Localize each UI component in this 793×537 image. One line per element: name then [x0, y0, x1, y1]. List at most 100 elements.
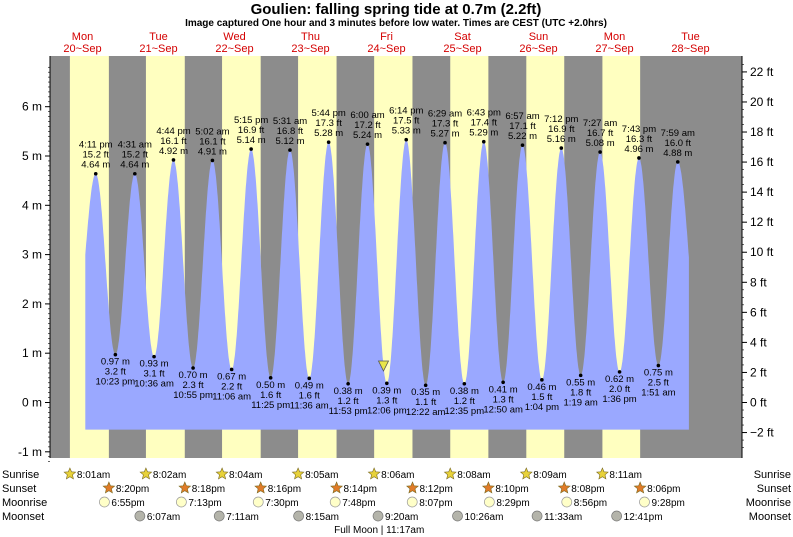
sunrise-time: 8:04am	[229, 470, 262, 481]
day-date-label: 23~Sep	[291, 43, 329, 55]
right-tick-label: 22 ft	[750, 65, 774, 79]
high-tide-meters: 5.27 m	[430, 129, 459, 140]
sunrise-icon	[367, 467, 381, 480]
low-tide-time: 12:35 pm	[445, 406, 485, 417]
moonrise-icon	[561, 496, 573, 508]
high-tide-time: 4:31 am	[118, 140, 152, 151]
sunrise-time: 8:08am	[457, 470, 490, 481]
high-tide-dot	[365, 142, 370, 146]
high-tide-dot	[443, 140, 447, 145]
high-tide-feet: 16.9 ft	[238, 125, 265, 136]
high-tide-feet: 15.2 ft	[83, 150, 110, 161]
low-tide-dot	[346, 381, 350, 386]
low-tide-dot	[423, 383, 428, 388]
high-tide-feet: 17.3 ft	[432, 119, 459, 130]
high-tide-feet: 17.4 ft	[471, 118, 498, 129]
moonset-icon	[134, 510, 146, 522]
moonrise-time: 6:55pm	[111, 498, 144, 509]
high-tide-meters: 4.64 m	[81, 160, 110, 171]
low-tide-time: 10:55 pm	[173, 390, 213, 401]
moonset-icon	[213, 510, 225, 522]
low-tide-meters: 0.38 m	[334, 386, 363, 397]
moonrise-icon	[406, 496, 418, 508]
sunrise-icon	[519, 467, 533, 480]
low-tide-dot	[307, 376, 312, 381]
high-tide-feet: 16.0 ft	[665, 138, 692, 149]
row-label-right: Sunrise	[754, 469, 791, 481]
sunrise-time: 8:02am	[153, 470, 186, 481]
high-tide-meters: 5.12 m	[275, 136, 304, 147]
low-tide-feet: 3.1 ft	[144, 369, 165, 380]
day-weekday-label: Fri	[380, 31, 393, 43]
high-tide-dot	[288, 148, 292, 152]
high-tide-feet: 16.7 ft	[587, 128, 614, 139]
high-tide-dot	[520, 143, 525, 147]
day-date-label: 20~Sep	[63, 43, 101, 55]
low-tide-dot	[617, 370, 622, 374]
sunset-icon	[481, 481, 495, 494]
sunrise-time: 8:06am	[381, 470, 414, 481]
high-tide-feet: 17.1 ft	[509, 121, 536, 132]
sunrise-icon	[63, 467, 77, 480]
low-tide-feet: 1.6 ft	[260, 390, 281, 401]
high-tide-time: 5:31 am	[273, 116, 307, 127]
sunrise-icon	[443, 467, 457, 480]
high-tide-dot	[675, 160, 680, 164]
sunset-time: 8:14pm	[344, 484, 377, 495]
high-tide-meters: 5.29 m	[469, 128, 498, 139]
high-tide-feet: 15.2 ft	[122, 150, 149, 161]
low-tide-feet: 1.8 ft	[570, 387, 591, 398]
right-tick-label: 16 ft	[750, 155, 774, 169]
low-tide-meters: 0.67 m	[217, 371, 246, 382]
day-date-label: 27~Sep	[595, 43, 633, 55]
sun-moon-events: Sunrise Sunrise Sunset Sunset Moonrise Moonri…	[2, 467, 791, 536]
low-tide-dot	[656, 363, 661, 368]
high-tide-time: 6:57 am	[505, 111, 539, 122]
sunset-icon	[102, 481, 116, 494]
day-weekday-label: Mon	[604, 31, 625, 43]
day-labels: Mon20~SepTue21~SepWed22~SepThu23~SepFri2…	[63, 31, 709, 55]
low-tide-dot	[152, 354, 156, 359]
row-label-left: Moonset	[2, 511, 44, 523]
day-weekday-label: Tue	[681, 31, 700, 43]
low-tide-meters: 0.41 m	[489, 384, 518, 395]
left-tick-label: 0 m	[22, 396, 42, 410]
high-tide-dot	[404, 137, 409, 142]
high-tide-meters: 5.08 m	[586, 138, 615, 149]
low-tide-feet: 1.2 ft	[338, 396, 359, 407]
high-tide-time: 4:44 pm	[156, 126, 190, 137]
low-tide-dot	[462, 381, 467, 386]
low-tide-time: 11:06 am	[212, 391, 251, 402]
moonrise-icon	[176, 496, 187, 508]
left-tick-label: 4 m	[22, 198, 42, 212]
high-tide-feet: 16.1 ft	[160, 136, 187, 147]
day-date-label: 26~Sep	[519, 43, 557, 55]
high-tide-dot	[598, 150, 602, 154]
sunset-time: 8:10pm	[495, 484, 528, 495]
low-tide-meters: 0.62 m	[605, 374, 634, 385]
moonrise-icon	[99, 496, 110, 508]
current-tide-marker	[377, 360, 390, 372]
low-tide-feet: 2.5 ft	[648, 378, 669, 389]
low-tide-time: 1:04 pm	[525, 402, 559, 413]
right-tick-label: 6 ft	[750, 305, 767, 319]
right-tick-label: 18 ft	[750, 125, 774, 139]
right-tick-label: 20 ft	[750, 95, 774, 109]
high-tide-meters: 5.24 m	[353, 130, 382, 141]
moonrise-time: 8:29pm	[496, 498, 529, 509]
sunset-time: 8:18pm	[192, 484, 225, 495]
row-label-left: Sunrise	[2, 469, 39, 481]
sunset-icon	[633, 481, 647, 494]
day-date-label: 24~Sep	[367, 43, 405, 55]
high-tide-meters: 5.28 m	[314, 128, 343, 139]
day-weekday-label: Tue	[149, 31, 168, 43]
high-tide-time: 5:44 pm	[311, 108, 345, 119]
day-weekday-label: Wed	[223, 31, 245, 43]
moonset-time: 6:07am	[147, 512, 180, 523]
high-tide-meters: 4.88 m	[663, 148, 692, 159]
low-tide-feet: 1.2 ft	[454, 396, 475, 407]
sunrise-icon	[595, 467, 609, 480]
high-tide-feet: 16.8 ft	[277, 126, 304, 137]
day-date-label: 28~Sep	[671, 43, 709, 55]
